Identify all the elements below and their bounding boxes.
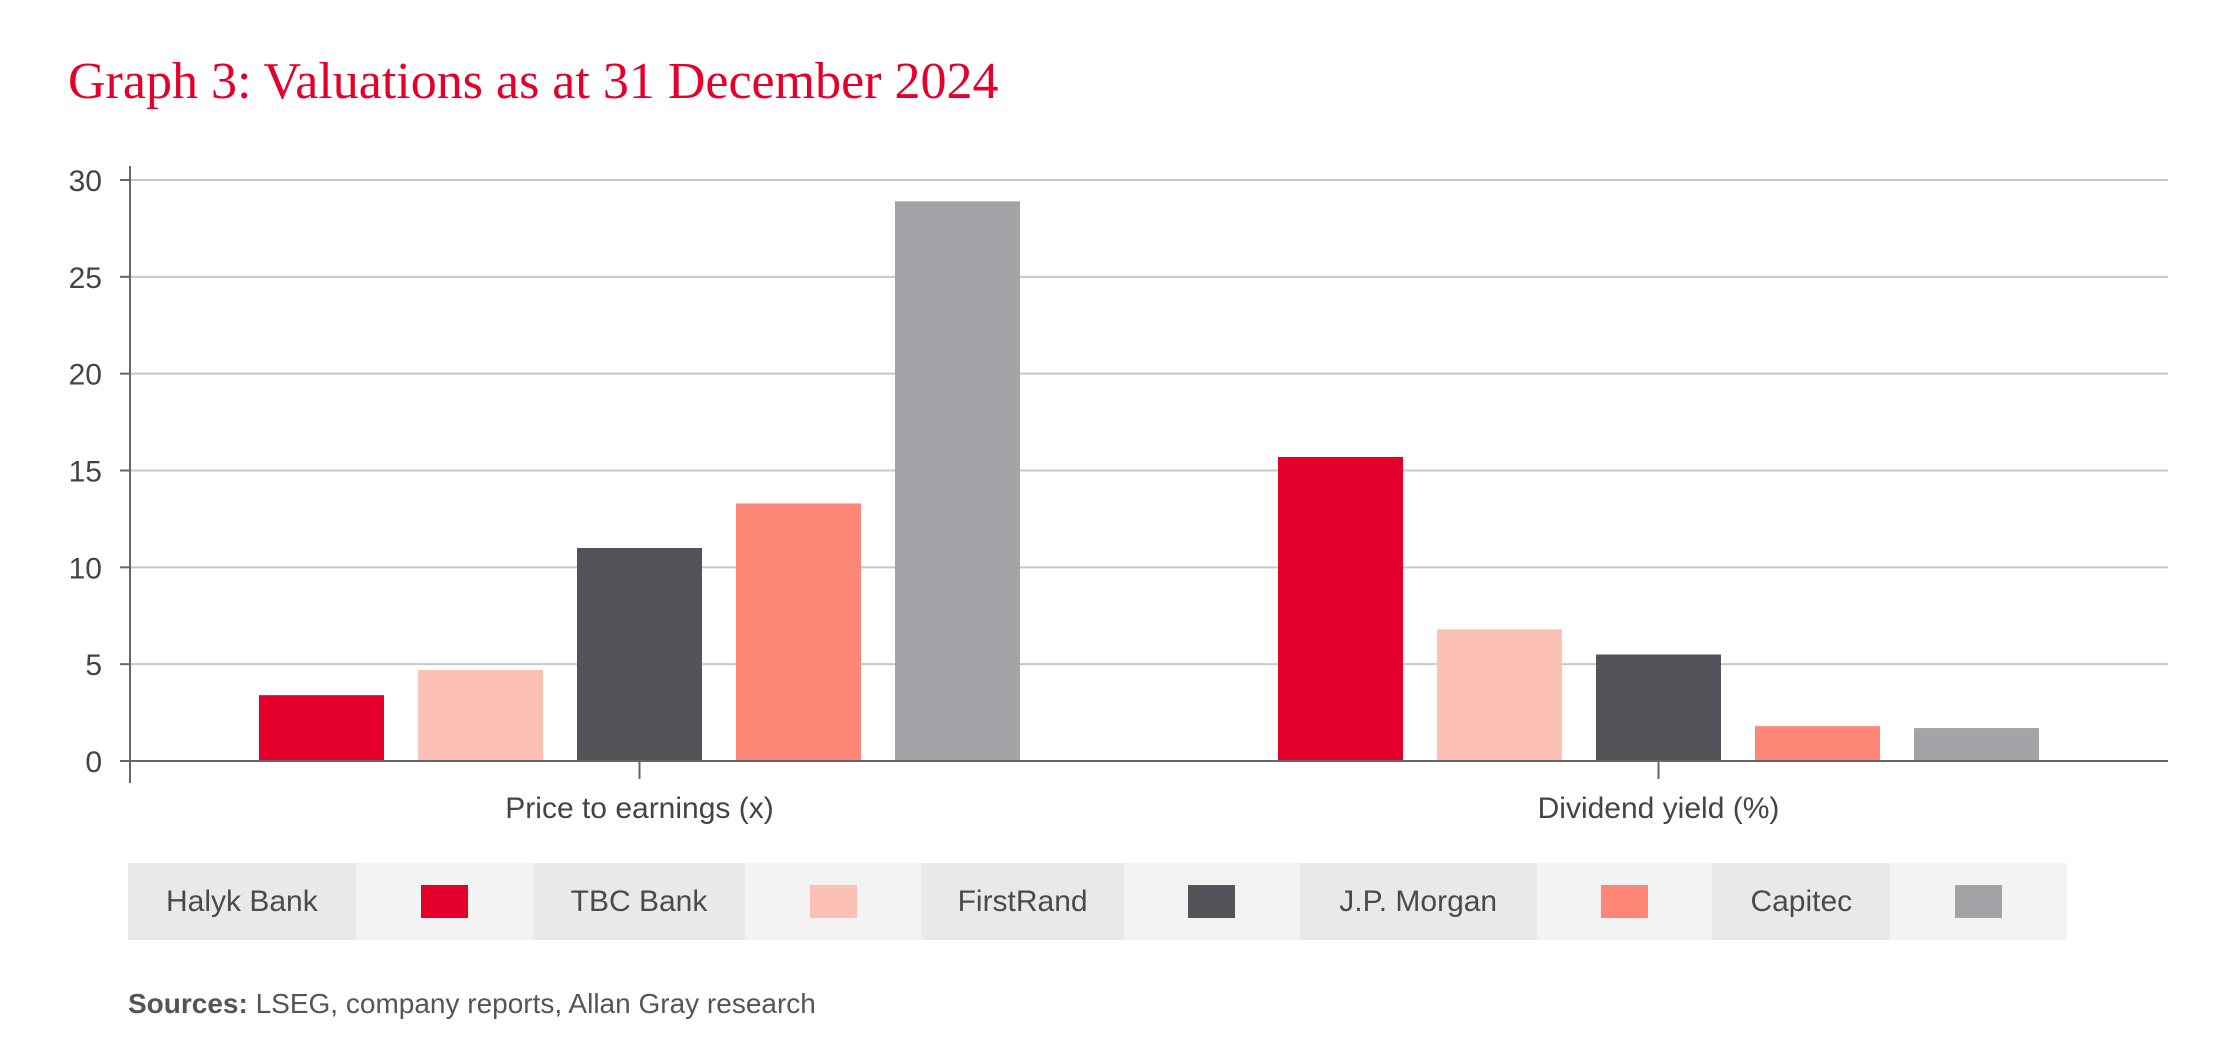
legend-swatch — [420, 885, 468, 918]
y-tick-label: 30 — [69, 165, 102, 198]
legend-label: J.P. Morgan — [1299, 863, 1537, 940]
legend-swatch — [1188, 885, 1236, 918]
chart-title: Graph 3: Valuations as at 31 December 20… — [68, 53, 999, 110]
bar — [259, 695, 384, 761]
bar — [1914, 728, 2039, 761]
bar — [577, 547, 702, 761]
y-tick-label: 20 — [69, 359, 102, 392]
y-tick-label: 25 — [69, 262, 102, 295]
bar — [418, 669, 543, 761]
bar-chart: 0 5 10 15 20 25 30 Price to earnings (x) Dividen… — [69, 165, 2168, 825]
legend-swatch-cell — [1890, 863, 2068, 940]
y-tick-label: 5 — [85, 649, 102, 682]
sources-note: Sources: LSEG, company reports, Allan Gr… — [128, 988, 816, 1020]
bar — [895, 201, 1020, 761]
legend-label: Halyk Bank — [128, 863, 356, 940]
bar — [736, 503, 861, 761]
sources-label: Sources: — [128, 988, 248, 1019]
x-category-label: Dividend yield (%) — [1538, 792, 1780, 825]
y-tick-label: 10 — [69, 552, 102, 585]
bar — [1755, 726, 1880, 761]
legend-swatch — [1955, 885, 2003, 918]
legend-swatch — [1600, 885, 1648, 918]
sources-text: LSEG, company reports, Allan Gray resear… — [247, 988, 816, 1019]
bar — [1596, 654, 1721, 761]
legend-swatch — [809, 885, 857, 918]
y-tick-label: 0 — [85, 746, 102, 779]
legend-label: Capitec — [1712, 863, 1891, 940]
gridlines — [130, 179, 2168, 666]
bars — [259, 201, 2039, 761]
bar — [1437, 629, 1562, 761]
legend-label: FirstRand — [921, 863, 1124, 940]
bar — [1278, 456, 1403, 761]
legend-swatch-cell — [1536, 863, 1713, 940]
legend-swatch-cell — [355, 863, 533, 940]
legend-label: TBC Bank — [532, 863, 746, 940]
legend-swatch-cell — [1124, 863, 1300, 940]
x-category-label: Price to earnings (x) — [505, 792, 773, 825]
y-tick-label: 15 — [69, 456, 102, 489]
legend: Halyk Bank TBC Bank FirstRand J.P. Morgan Ca… — [128, 863, 2068, 940]
legend-swatch-cell — [745, 863, 922, 940]
axes: 0 5 10 15 20 25 30 Price to earnings (x) Dividen… — [69, 165, 2168, 825]
